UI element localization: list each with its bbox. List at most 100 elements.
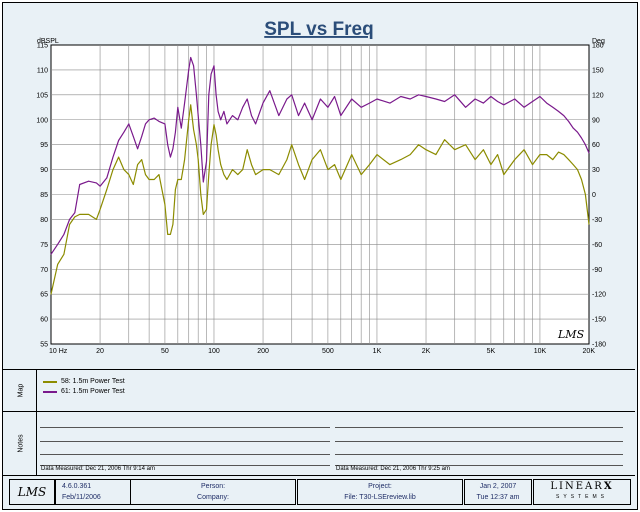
- data-point: [465, 106, 466, 108]
- notes-panel: Notes Data Measured: Dec 21, 2006 Thr 9:…: [3, 411, 635, 476]
- data-point: [351, 154, 353, 156]
- data-point: [63, 234, 65, 235]
- data-point: [202, 214, 204, 215]
- data-point: [153, 179, 155, 180]
- data-point: [581, 179, 582, 180]
- data-point: [389, 164, 391, 166]
- data-point: [215, 134, 217, 136]
- data-point: [50, 253, 52, 255]
- data-point: [132, 184, 134, 185]
- data-point: [141, 159, 143, 161]
- data-point: [74, 216, 76, 218]
- data-point: [118, 140, 119, 141]
- y-left-tick-label: 65: [40, 292, 48, 299]
- y-right-tick-label: -180: [592, 342, 606, 349]
- brand-logo: LINEARX: [550, 481, 614, 492]
- data-point: [112, 156, 114, 158]
- note-line[interactable]: [335, 441, 623, 442]
- data-point: [409, 98, 411, 100]
- legend-item-58[interactable]: 58: 1.5m Power Test: [43, 378, 125, 385]
- note-line[interactable]: [40, 465, 330, 466]
- data-point: [193, 129, 195, 131]
- data-point: [96, 219, 97, 220]
- data-point: [340, 115, 342, 116]
- y-right-tick-label: -60: [592, 242, 602, 249]
- data-point: [532, 101, 533, 102]
- note-line[interactable]: [40, 441, 330, 442]
- data-point: [546, 102, 548, 104]
- brand-cell: LINEARX SYSTEMS: [533, 479, 631, 505]
- y-left-tick-label: 80: [40, 217, 48, 224]
- y-left-label: dBSPL: [37, 38, 59, 45]
- data-point: [304, 102, 305, 104]
- data-point: [425, 149, 427, 151]
- data-point: [180, 127, 182, 129]
- data-point: [180, 179, 182, 180]
- data-point: [96, 182, 97, 184]
- note-line[interactable]: [40, 427, 330, 428]
- data-point: [262, 169, 264, 171]
- data-point: [57, 263, 59, 265]
- series-layer: [50, 56, 590, 295]
- chart-title: SPL vs Freq: [264, 19, 373, 40]
- y-right-tick-label: 180: [592, 43, 604, 50]
- data-point: [369, 102, 370, 104]
- data-point: [572, 164, 574, 166]
- data-point: [376, 154, 378, 156]
- data-point: [145, 174, 146, 176]
- data-point: [262, 102, 264, 104]
- data-point: [435, 154, 437, 156]
- data-point: [232, 115, 233, 116]
- data-point: [158, 174, 160, 176]
- legend-swatch: [43, 390, 57, 393]
- data-point: [208, 94, 210, 96]
- build-date: Feb/11/2006: [62, 494, 101, 501]
- data-point: [202, 181, 204, 183]
- note-line[interactable]: [335, 427, 623, 428]
- data-point: [197, 115, 199, 116]
- data-point: [177, 106, 179, 108]
- data-point: [215, 94, 217, 96]
- data-point: [177, 179, 179, 180]
- y-right-tick-label: 120: [592, 92, 604, 99]
- y-left-tick-label: 60: [40, 317, 48, 324]
- company-label: Company:: [197, 494, 229, 501]
- data-point: [291, 144, 293, 146]
- data-point: [497, 154, 498, 156]
- data-point: [558, 111, 559, 112]
- brand-sub: SYSTEMS: [556, 494, 608, 500]
- data-point: [148, 119, 150, 121]
- project-label: Project:: [368, 483, 392, 490]
- note-line[interactable]: [335, 454, 623, 455]
- data-point: [141, 136, 143, 137]
- data-point: [444, 139, 445, 141]
- data-point: [137, 164, 139, 166]
- data-point: [190, 104, 192, 106]
- note-line[interactable]: [335, 465, 623, 466]
- data-point: [170, 156, 171, 158]
- legend-swatch: [43, 380, 57, 383]
- note-line[interactable]: [40, 454, 330, 455]
- data-point: [465, 144, 466, 146]
- y-right-tick-label: -90: [592, 267, 602, 274]
- data-point: [552, 106, 554, 108]
- data-point: [118, 156, 119, 158]
- y-right-tick-label: -30: [592, 217, 602, 224]
- data-point: [425, 96, 427, 97]
- data-point: [539, 154, 541, 156]
- data-point: [563, 154, 565, 156]
- data-point: [208, 174, 210, 176]
- data-point: [132, 136, 134, 137]
- data-point: [577, 169, 578, 171]
- legend-item-61[interactable]: 61: 1.5m Power Test: [43, 388, 125, 395]
- data-point: [369, 164, 370, 166]
- date: Jan 2, 2007: [479, 483, 517, 490]
- data-point: [164, 204, 166, 205]
- data-point: [172, 148, 174, 150]
- x-tick-label: 10K: [534, 348, 547, 355]
- map-panel: Map 58: 1.5m Power Test 61: 1.5m Power T…: [3, 369, 635, 412]
- y-right-tick-label: 150: [592, 67, 604, 74]
- notes-tab: Notes: [6, 411, 37, 475]
- data-point: [360, 106, 362, 108]
